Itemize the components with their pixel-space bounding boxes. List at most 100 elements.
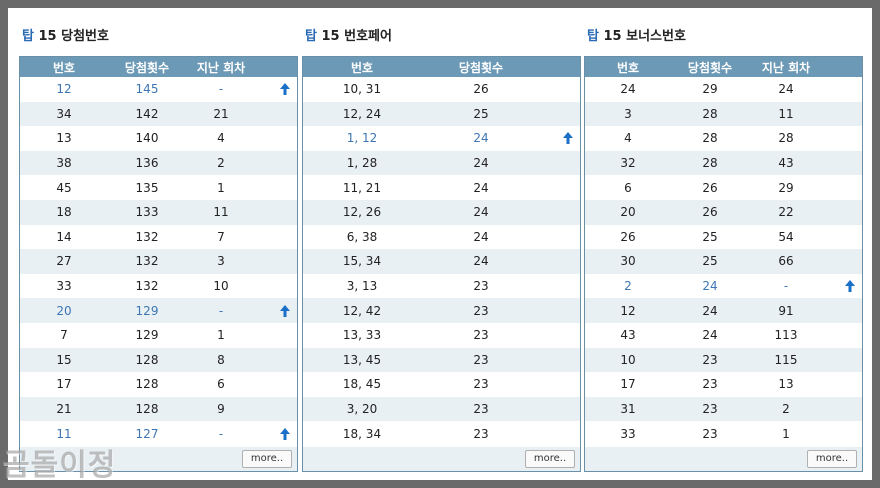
panel-title: 탑 15 보너스번호 [587,28,863,46]
table-cell: 26 [473,82,489,97]
table-cell: 12 [56,82,72,97]
table-cell: 132 [135,279,159,294]
column-header: 당첨횟수 [687,60,733,75]
table-row: 13, 45 23 [303,347,580,373]
table-row: 18, 45 23 [303,372,580,397]
up-arrow-icon [840,280,860,293]
table-cell: 2 [782,402,790,417]
up-arrow-icon [275,304,295,317]
table-cell: 10, 31 [342,82,382,97]
table-footer: more.. [585,447,862,471]
table-cell: 29 [702,82,718,97]
table-cell: 54 [778,229,794,244]
table-cell: 28 [702,156,718,171]
table-row: 13, 33 23 [303,323,580,348]
table-cell: 9 [217,402,225,417]
table-row: 7 129 1 [20,323,297,348]
table-row: 1, 12 24 [303,126,580,151]
table-cell: 23 [473,377,489,392]
table-cell: 10 [620,352,636,367]
column-header: 당첨횟수 [458,60,504,75]
table-cell: 128 [135,402,159,417]
table-cell: 13 [778,377,794,392]
panel-title-prefix: 탑 [22,29,34,44]
more-button[interactable]: more.. [807,450,857,468]
table-row: 43 24 113 [585,323,862,348]
table-cell: 140 [135,131,159,146]
table-cell: 3 [217,254,225,269]
table-cell: 27 [56,254,72,269]
table-row: 18 133 11 [20,199,297,225]
table-cell: 24 [702,279,718,294]
table-box: 번호 당첨횟수 10, 31 26 12, 24 25 1, 12 24 1, 28 24 11,… [302,56,581,472]
table-cell: 1 [217,328,225,343]
table-row: 10, 31 26 [303,77,580,102]
table-cell: - [218,426,224,441]
table-row: 12, 24 25 [303,101,580,127]
column-header: 번호 [350,60,374,75]
table-cell: 11 [778,106,794,121]
panel-title-prefix: 탑 [305,29,317,44]
table-cell: 43 [620,328,636,343]
column-header: 지난 회차 [196,60,246,75]
table-row: 4 28 28 [585,126,862,151]
table-cell: 11, 21 [342,180,382,195]
table-cell: 11 [56,426,72,441]
table-cell: 3, 13 [346,279,378,294]
table-cell: 6, 38 [346,229,378,244]
table-cell: 4 [624,131,632,146]
table-row: 17 128 6 [20,372,297,397]
table-row: 2 24 - [585,274,862,299]
table-cell: 1 [217,180,225,195]
more-button[interactable]: more.. [242,450,292,468]
table-row: 24 29 24 [585,77,862,102]
table-row: 14 132 7 [20,225,297,250]
table-row: 32 28 43 [585,150,862,176]
table-row: 12, 26 24 [303,199,580,225]
table-cell: 33 [620,426,636,441]
column-header: 당첨횟수 [124,60,170,75]
table-row: 6 26 29 [585,175,862,200]
table-cell: 28 [702,131,718,146]
table-cell: 38 [56,156,72,171]
table-cell: 24 [473,254,489,269]
table-cell: 26 [620,229,636,244]
content-frame: 탑 15 당첨번호 번호 당첨횟수 지난 회차 12 145-34 142 21 13 140… [8,8,872,480]
table-row: 33 23 1 [585,421,862,446]
top15-bonus-numbers-panel: 탑 15 보너스번호 번호 당첨횟수 지난 회차 24 29 24 3 28 11 4 28 28 3… [584,28,863,472]
table-cell: - [783,279,789,294]
table-row: 12 145 - [20,77,297,102]
table-row: 21 128 9 [20,396,297,422]
table-cell: 4 [217,131,225,146]
up-arrow-icon [558,132,578,145]
table-cell: 33 [56,279,72,294]
table-box: 번호 당첨횟수 지난 회차 24 29 24 3 28 11 4 28 28 32 28 43 6 26 29 2… [584,56,863,472]
table-cell: 12, 42 [342,303,382,318]
table-cell: 24 [702,303,718,318]
up-arrow-icon [275,427,295,440]
table-cell: - [218,82,224,97]
table-cell: 23 [473,352,489,367]
table-cell: 66 [778,254,794,269]
table-cell: 14 [56,229,72,244]
table-cell: 24 [702,328,718,343]
table-cell: 127 [135,426,159,441]
table-cell: 17 [620,377,636,392]
table-cell: 23 [473,279,489,294]
table-cell: 13, 45 [342,352,382,367]
table-row: 18, 34 23 [303,421,580,446]
table-cell: 26 [702,205,718,220]
table-row: 34 142 21 [20,101,297,127]
table-cell: 21 [213,106,229,121]
table-cell: 1, 28 [346,156,378,171]
top15-winning-numbers-panel: 탑 15 당첨번호 번호 당첨횟수 지난 회차 12 145-34 142 21 13 140… [19,28,298,472]
table-cell: 31 [620,402,636,417]
table-row: 11, 21 24 [303,175,580,200]
table-row: 3, 13 23 [303,274,580,299]
table-row: 26 25 54 [585,225,862,250]
table-cell: 20 [620,205,636,220]
more-button[interactable]: more.. [525,450,575,468]
table-cell: 10 [213,279,229,294]
watermark: 곰돌이정 [2,448,117,483]
table-cell: 17 [56,377,72,392]
